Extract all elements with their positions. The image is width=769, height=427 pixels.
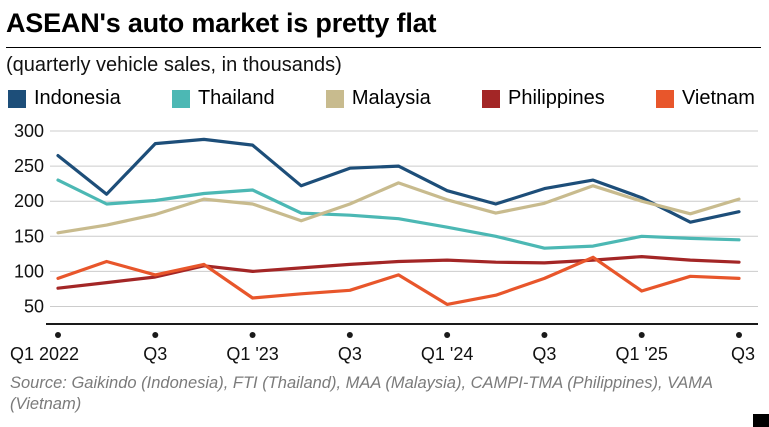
chart-card: ASEAN's auto market is pretty flat (quar… (6, 6, 761, 414)
legend-label: Vietnam (681, 87, 755, 109)
legend-swatch-icon (325, 89, 344, 108)
legend-item-malaysia: Malaysia (325, 87, 431, 110)
x-axis-tick-dot (736, 332, 742, 338)
series-line-indonesia (56, 137, 741, 224)
x-axis-tick-dot (346, 332, 353, 338)
source-note: Source: Gaikindo (Indonesia), FTI (Thail… (10, 374, 713, 414)
x-axis-tick-dot (444, 332, 451, 338)
x-axis-tick-label: Q1 '24 (421, 344, 473, 364)
legend-swatch-icon (8, 89, 26, 108)
legend-swatch-icon (655, 89, 674, 108)
line-chart: 50 100 150 200 250 300 Q1 2022 Q3 Q1 '23 Q3 Q1 '24… (6, 114, 761, 371)
legend-item-thailand: Thailand (171, 87, 275, 110)
legend-label: Indonesia (34, 87, 121, 109)
series-line-philippines (56, 255, 741, 290)
x-axis-tick-dot (152, 332, 159, 338)
legend-item-philippines: Philippines (482, 87, 605, 110)
legend-label: Malaysia (351, 87, 431, 109)
x-axis-tick-label: Q1 2022 (10, 344, 79, 364)
corner-mark (753, 414, 769, 427)
x-axis-tick-dot (55, 332, 61, 338)
y-axis-tick-label: 300 (14, 121, 44, 141)
series-line-thailand (56, 178, 741, 250)
y-axis-tick-label: 200 (14, 191, 44, 211)
legend-swatch-icon (171, 89, 190, 108)
x-axis-tick-dot (541, 332, 548, 338)
y-axis-tick-label: 50 (24, 296, 44, 316)
page-title: ASEAN's auto market is pretty flat (6, 6, 761, 48)
x-axis-tick-label: Q3 (338, 344, 362, 364)
x-axis-tick-label: Q3 (731, 344, 755, 364)
y-axis-tick-label: 100 (14, 261, 44, 281)
x-axis-tick-label: Q1 '23 (226, 344, 278, 364)
series-line-malaysia (56, 181, 741, 235)
x-axis-tick-dot (638, 332, 645, 338)
series-line-vietnam (56, 255, 741, 306)
legend-label: Thailand (197, 87, 275, 109)
legend-item-indonesia: Indonesia (8, 87, 121, 110)
y-axis-tick-label: 150 (14, 226, 44, 246)
x-axis-tick-label: Q3 (532, 344, 556, 364)
legend-item-vietnam: Vietnam (655, 87, 755, 110)
line-chart-svg: 50 100 150 200 250 300 Q1 2022 Q3 Q1 '23 Q3 Q1 '24… (10, 121, 758, 364)
y-axis-tick-label: 250 (14, 156, 44, 176)
legend-label: Philippines (508, 87, 605, 109)
legend: Indonesia Thailand Malaysia Philippines Viet… (6, 83, 761, 112)
x-axis-tick-label: Q3 (143, 344, 167, 364)
legend-swatch-icon (482, 89, 500, 108)
x-axis-tick-dot (249, 332, 256, 338)
x-axis-tick-label: Q1 '25 (615, 344, 667, 364)
chart-subtitle: (quarterly vehicle sales, in thousands) (6, 54, 342, 76)
